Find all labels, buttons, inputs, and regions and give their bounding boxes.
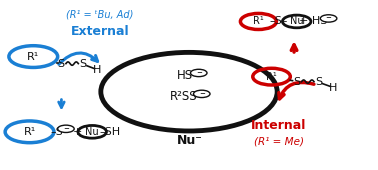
Text: H: H	[93, 65, 101, 75]
Text: R¹: R¹	[27, 52, 39, 62]
Text: R¹: R¹	[266, 72, 277, 82]
Text: −: −	[325, 15, 332, 21]
Text: S: S	[57, 59, 64, 69]
Text: Nu: Nu	[85, 127, 99, 137]
Circle shape	[194, 90, 210, 98]
Text: −: −	[199, 91, 205, 97]
Text: –S–: –S–	[269, 16, 288, 27]
Text: H: H	[328, 83, 337, 93]
Text: (R¹ = ᵗBu, Ad): (R¹ = ᵗBu, Ad)	[66, 10, 133, 20]
Circle shape	[191, 69, 207, 77]
Text: R²SS: R²SS	[170, 90, 198, 103]
Text: Nu: Nu	[290, 16, 304, 27]
Text: R¹: R¹	[253, 16, 264, 27]
Text: Nu⁻: Nu⁻	[177, 134, 203, 147]
Text: −: −	[63, 126, 69, 132]
Text: (R¹ = Me): (R¹ = Me)	[254, 137, 304, 147]
Text: External: External	[70, 25, 129, 38]
Circle shape	[320, 15, 337, 22]
Text: + HS: + HS	[299, 16, 327, 27]
Text: –SH: –SH	[100, 127, 121, 137]
Text: S: S	[293, 77, 300, 87]
Text: −: −	[196, 70, 202, 76]
Text: –S: –S	[51, 127, 63, 137]
Text: S: S	[80, 59, 87, 69]
Circle shape	[101, 52, 277, 131]
Circle shape	[58, 125, 74, 132]
Text: R¹: R¹	[23, 127, 36, 137]
Text: S: S	[315, 77, 322, 87]
Text: Internal: Internal	[251, 119, 307, 132]
Text: +: +	[73, 127, 82, 137]
Text: HS: HS	[177, 69, 192, 82]
